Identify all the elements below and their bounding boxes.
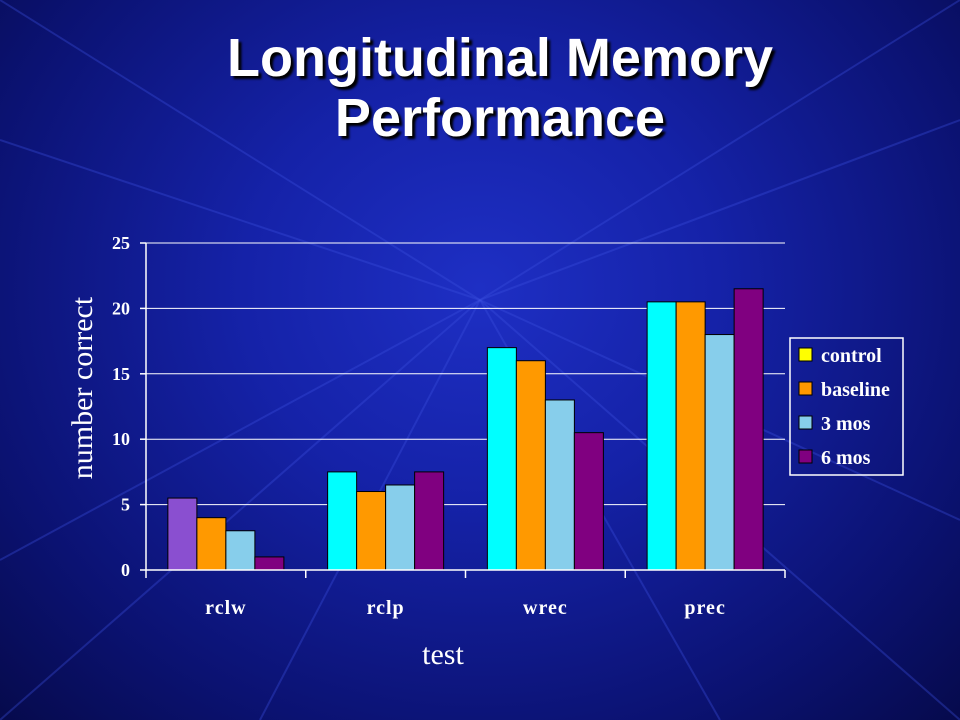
bar-wrec-control bbox=[486, 347, 517, 571]
y-tick-label: 20 bbox=[112, 298, 130, 318]
y-tick-labels: 0 5 10 15 20 25 bbox=[112, 233, 130, 580]
legend-swatch bbox=[798, 449, 813, 464]
x-category-label: wrec bbox=[523, 597, 568, 619]
bar-prec-6-mos bbox=[733, 288, 764, 571]
bar-rclw-control bbox=[167, 497, 198, 571]
bar-wrec-6-mos bbox=[573, 432, 604, 571]
bar-rclp-3-mos bbox=[385, 484, 416, 571]
y-tick-label: 10 bbox=[112, 429, 130, 449]
bar-rclw-baseline bbox=[196, 517, 227, 571]
x-category-label: rclw bbox=[205, 597, 246, 619]
y-tick-label: 0 bbox=[121, 560, 130, 580]
legend-label: 6 mos bbox=[821, 447, 871, 469]
bar-prec-control bbox=[646, 301, 677, 571]
y-tick-label: 5 bbox=[121, 495, 130, 515]
legend-label: 3 mos bbox=[821, 413, 871, 435]
bars bbox=[167, 288, 764, 571]
bar-rclp-control bbox=[327, 471, 358, 571]
x-category-label: rclp bbox=[367, 597, 405, 619]
y-tick-label: 15 bbox=[112, 364, 130, 384]
bar-rclp-baseline bbox=[356, 491, 387, 571]
y-tick-label: 25 bbox=[112, 233, 130, 253]
bar-prec-baseline bbox=[675, 301, 706, 571]
x-category-label: prec bbox=[684, 597, 725, 619]
bar-wrec-3-mos bbox=[544, 399, 575, 571]
legend-label: baseline bbox=[821, 379, 890, 401]
bar-wrec-baseline bbox=[515, 360, 546, 571]
axes bbox=[140, 242, 786, 578]
legend: control baseline 3 mos 6 mos bbox=[789, 337, 904, 476]
x-axis-label: test bbox=[422, 638, 464, 671]
legend-label: control bbox=[821, 345, 882, 367]
bar-prec-3-mos bbox=[704, 334, 735, 571]
y-axis-label: number correct bbox=[66, 296, 99, 479]
bar-rclw-6-mos bbox=[254, 556, 285, 571]
legend-swatch bbox=[798, 381, 813, 396]
legend-swatch bbox=[798, 347, 813, 362]
legend-box bbox=[789, 337, 904, 476]
x-category-labels: rclw rclp wrec prec bbox=[205, 597, 725, 619]
legend-swatch bbox=[798, 415, 813, 430]
slide-title: Longitudinal Memory Performance bbox=[227, 28, 773, 148]
bar-rclp-6-mos bbox=[414, 471, 445, 571]
bar-rclw-3-mos bbox=[225, 530, 256, 571]
